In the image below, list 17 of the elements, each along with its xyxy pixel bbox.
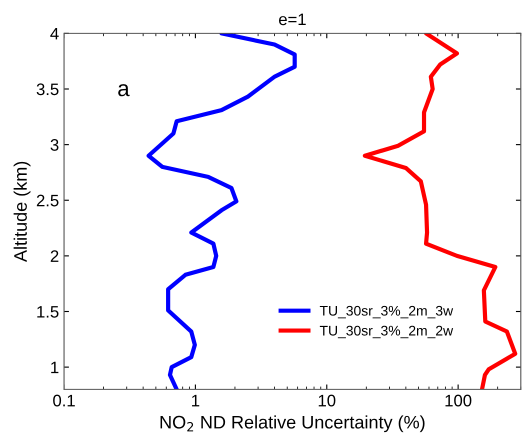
y-tick-label: 4: [50, 28, 59, 40]
y-tick-label: 1: [51, 362, 58, 374]
x-tick-label: 10: [318, 394, 336, 406]
x-tick-label: 100: [445, 394, 472, 406]
y-tick-label: 2: [50, 250, 58, 262]
chart-title: e=1: [279, 14, 306, 26]
x-axis-title: NO$_{2}$ ND Relative Uncertainty (%): [160, 415, 425, 432]
legend-label: TU_30sr_3%_2m_2w: [320, 326, 454, 338]
y-axis-title: Altitude (km): [14, 162, 30, 262]
y-tick-label: 3.5: [36, 83, 58, 96]
y-tick-label: 2.5: [36, 194, 58, 206]
x-tick-label: 1: [192, 394, 200, 406]
y-tick-label: 1.5: [37, 306, 58, 318]
annotation: a: [118, 84, 130, 96]
legend-label: TU_30sr_3%_2m_3w: [320, 306, 454, 318]
y-tick-label: 3: [50, 139, 58, 151]
x-tick-label: 0.1: [53, 394, 75, 406]
